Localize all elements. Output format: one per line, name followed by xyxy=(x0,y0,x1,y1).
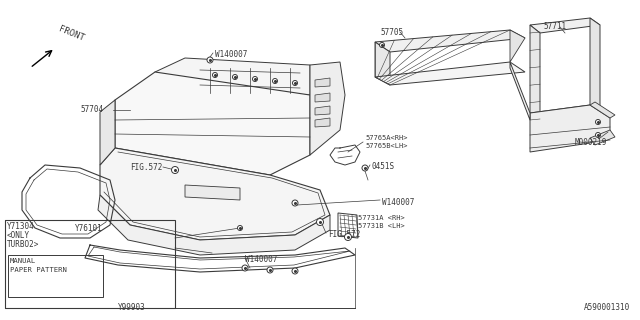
Polygon shape xyxy=(530,25,540,120)
Circle shape xyxy=(344,234,351,241)
Text: M000219: M000219 xyxy=(575,138,607,147)
Text: 0451S: 0451S xyxy=(372,162,395,171)
Polygon shape xyxy=(510,30,525,62)
Circle shape xyxy=(172,166,179,173)
Polygon shape xyxy=(185,185,240,200)
Circle shape xyxy=(242,265,248,271)
Circle shape xyxy=(207,57,213,63)
Circle shape xyxy=(267,267,273,273)
Text: 57731B <LH>: 57731B <LH> xyxy=(358,223,404,229)
Circle shape xyxy=(253,76,257,82)
Polygon shape xyxy=(98,195,330,255)
Circle shape xyxy=(273,78,278,84)
Text: 57731A <RH>: 57731A <RH> xyxy=(358,215,404,221)
Text: MANUAL: MANUAL xyxy=(10,258,36,264)
Text: W140007: W140007 xyxy=(215,50,248,59)
Text: Y99903: Y99903 xyxy=(118,303,146,312)
Bar xyxy=(5,220,175,308)
Text: FIG.572: FIG.572 xyxy=(130,163,163,172)
Polygon shape xyxy=(310,62,345,155)
Text: W140007: W140007 xyxy=(245,255,277,264)
Polygon shape xyxy=(315,118,330,127)
Polygon shape xyxy=(115,72,310,175)
Circle shape xyxy=(212,73,218,77)
Text: 57765B<LH>: 57765B<LH> xyxy=(365,143,408,149)
Bar xyxy=(8,255,103,297)
Circle shape xyxy=(292,81,298,85)
Text: A590001310: A590001310 xyxy=(584,303,630,312)
Text: Y71304: Y71304 xyxy=(7,222,35,231)
Polygon shape xyxy=(530,105,610,152)
Polygon shape xyxy=(155,58,310,100)
Polygon shape xyxy=(375,30,525,52)
Circle shape xyxy=(595,132,600,138)
Circle shape xyxy=(595,119,600,124)
Polygon shape xyxy=(375,62,525,85)
Text: TURBO2>: TURBO2> xyxy=(7,240,40,249)
Polygon shape xyxy=(590,102,615,118)
Polygon shape xyxy=(590,130,615,145)
Polygon shape xyxy=(375,42,390,85)
Circle shape xyxy=(292,268,298,274)
Circle shape xyxy=(362,165,368,171)
Polygon shape xyxy=(590,18,600,112)
Text: 57705: 57705 xyxy=(380,28,403,37)
Text: FIG.572: FIG.572 xyxy=(328,230,360,239)
Text: FRONT: FRONT xyxy=(57,25,85,43)
Text: 57765A<RH>: 57765A<RH> xyxy=(365,135,408,141)
Polygon shape xyxy=(510,62,530,120)
Polygon shape xyxy=(100,100,115,165)
Polygon shape xyxy=(530,105,600,120)
Polygon shape xyxy=(315,78,330,87)
Circle shape xyxy=(380,43,385,47)
Text: <ONLY: <ONLY xyxy=(7,231,30,240)
Polygon shape xyxy=(530,18,600,33)
Circle shape xyxy=(292,200,298,206)
Polygon shape xyxy=(315,106,330,115)
Text: W140007: W140007 xyxy=(382,198,414,207)
Text: PAPER PATTERN: PAPER PATTERN xyxy=(10,267,67,273)
Polygon shape xyxy=(315,93,330,102)
Text: 57711: 57711 xyxy=(543,22,566,31)
Circle shape xyxy=(317,219,323,226)
Text: Y76101: Y76101 xyxy=(75,224,103,233)
Circle shape xyxy=(237,226,243,230)
Polygon shape xyxy=(100,148,330,240)
Circle shape xyxy=(232,75,237,79)
Text: 57704: 57704 xyxy=(80,105,103,114)
